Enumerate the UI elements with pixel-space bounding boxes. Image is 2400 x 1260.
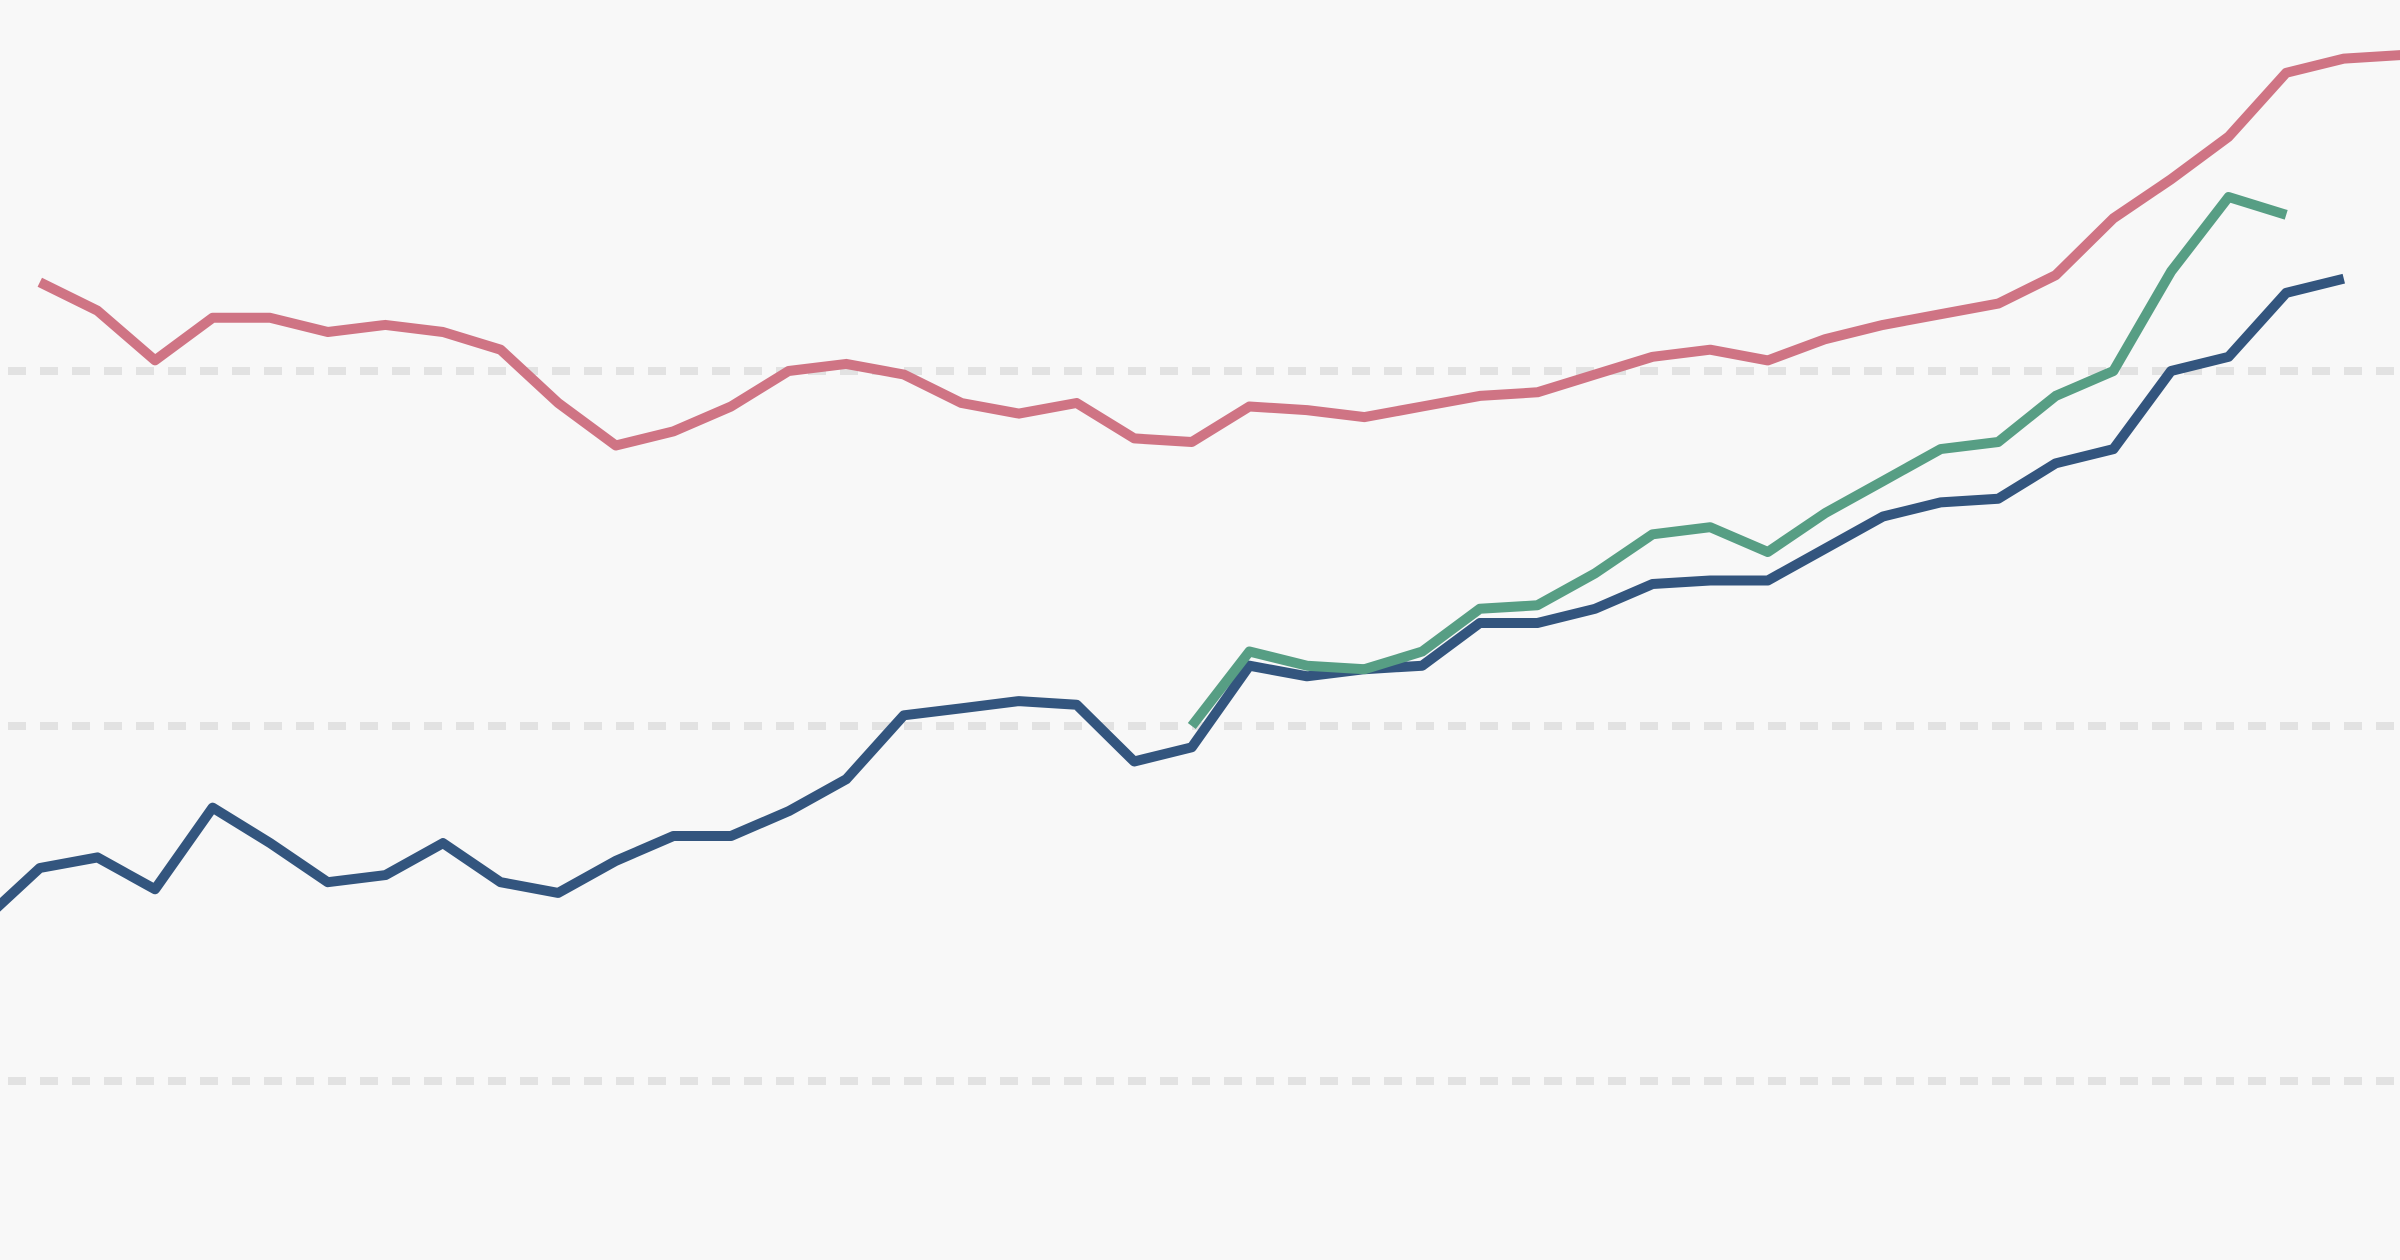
series-line-2 — [1187, 192, 2288, 730]
series-line-1 — [0, 273, 2345, 912]
series-lines — [0, 50, 2400, 912]
series-line-0 — [37, 50, 2400, 451]
